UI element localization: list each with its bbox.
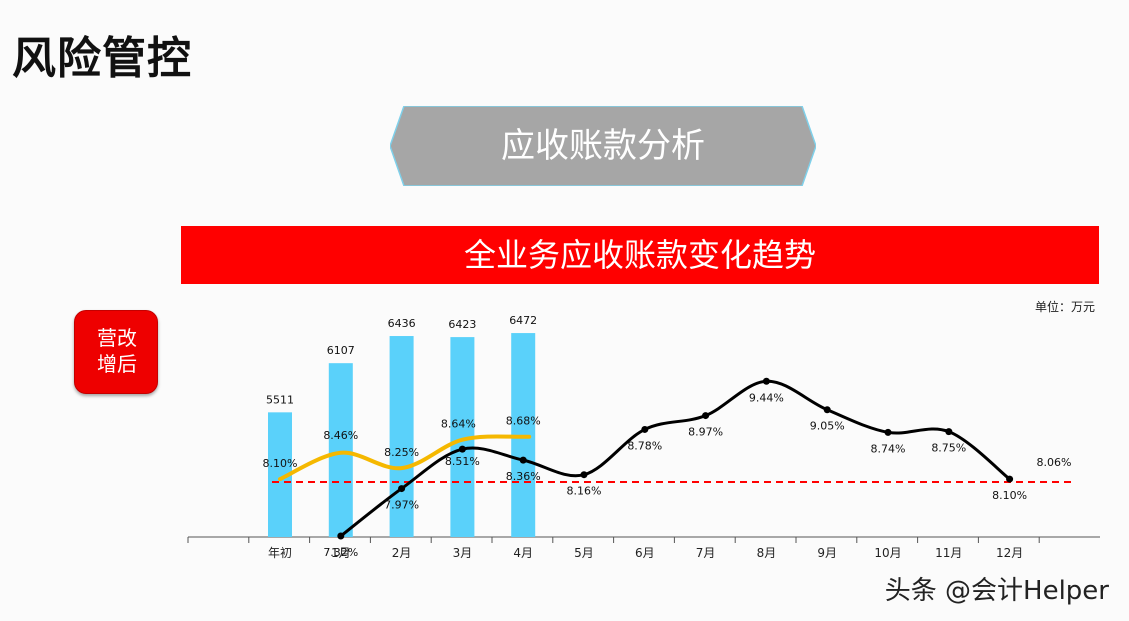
yellow-line-value-label: 8.46% <box>323 429 358 442</box>
black-line-point <box>337 532 345 540</box>
black-line-point <box>702 412 710 420</box>
black-line-point <box>641 425 649 433</box>
side-badge[interactable]: 营改增后 <box>74 310 158 394</box>
x-tick-label: 8月 <box>757 546 777 560</box>
black-line-point <box>458 445 466 453</box>
section-tag-shape <box>390 106 816 186</box>
x-tick-label: 9月 <box>817 546 837 560</box>
page-title: 风险管控 <box>12 33 192 84</box>
bar-value-label: 6436 <box>388 317 416 330</box>
black-line-value-label: 8.10% <box>992 489 1027 502</box>
yellow-line-value-label: 8.10% <box>263 457 298 470</box>
bar <box>389 336 414 537</box>
x-tick-label: 4月 <box>513 546 533 560</box>
black-line-point <box>398 485 406 493</box>
series-line-yellow <box>278 434 532 482</box>
x-tick-label: 5月 <box>574 546 594 560</box>
black-line-point <box>762 377 770 385</box>
black-line-value-label: 8.74% <box>871 442 906 455</box>
black-line-point <box>884 428 892 436</box>
bar-value-label: 6423 <box>448 318 476 331</box>
yellow-line-value-label: 8.64% <box>441 418 476 431</box>
bar-value-label: 5511 <box>266 393 294 406</box>
section-tag: 应收账款分析 <box>390 106 816 186</box>
x-tick-label: 2月 <box>392 546 412 560</box>
black-line-value-label: 7.97% <box>384 499 419 512</box>
black-line-point <box>1006 475 1014 483</box>
bar <box>328 363 353 537</box>
x-tick-label: 6月 <box>635 546 655 560</box>
x-tick-label: 10月 <box>874 546 901 560</box>
black-line-point <box>823 406 831 414</box>
series-line-black <box>339 379 1012 538</box>
black-line-value-label: 8.36% <box>506 470 541 483</box>
black-line-point <box>945 428 953 436</box>
black-line-value-label: 8.75% <box>931 442 966 455</box>
black-line-value-label: 8.16% <box>567 485 602 498</box>
watermark: 头条 @会计Helper <box>884 576 1109 606</box>
section-tag-label: 应收账款分析 <box>501 126 705 166</box>
black-line-value-label: 9.05% <box>810 420 845 433</box>
black-line-value-label: 7.32% <box>323 546 358 559</box>
chart-banner: 全业务应收账款变化趋势 <box>181 226 1099 284</box>
black-line-value-label: 9.44% <box>749 391 784 404</box>
reference-line-label: 8.06% <box>1037 456 1072 469</box>
yellow-line-value-label: 8.68% <box>506 415 541 428</box>
x-tick-label: 年初 <box>268 546 292 560</box>
black-line-value-label: 8.51% <box>445 455 480 468</box>
black-line-value-label: 8.78% <box>627 439 662 452</box>
yellow-line-value-label: 8.25% <box>384 446 419 459</box>
x-tick-label: 7月 <box>696 546 716 560</box>
x-tick-label: 3月 <box>453 546 473 560</box>
black-line-point <box>519 456 527 464</box>
chart-title: 全业务应收账款变化趋势 <box>463 236 816 274</box>
x-tick-label: 11月 <box>935 546 962 560</box>
x-tick-label: 12月 <box>996 546 1023 560</box>
x-tick-label: 1月 <box>331 546 351 560</box>
bar-value-label: 6472 <box>509 314 537 327</box>
side-badge-label: 营改增后 <box>97 326 137 376</box>
bar-value-label: 6107 <box>327 344 355 357</box>
black-line-value-label: 8.97% <box>688 426 723 439</box>
unit-label: 单位：万元 <box>1034 300 1095 314</box>
black-line-point <box>580 471 588 479</box>
